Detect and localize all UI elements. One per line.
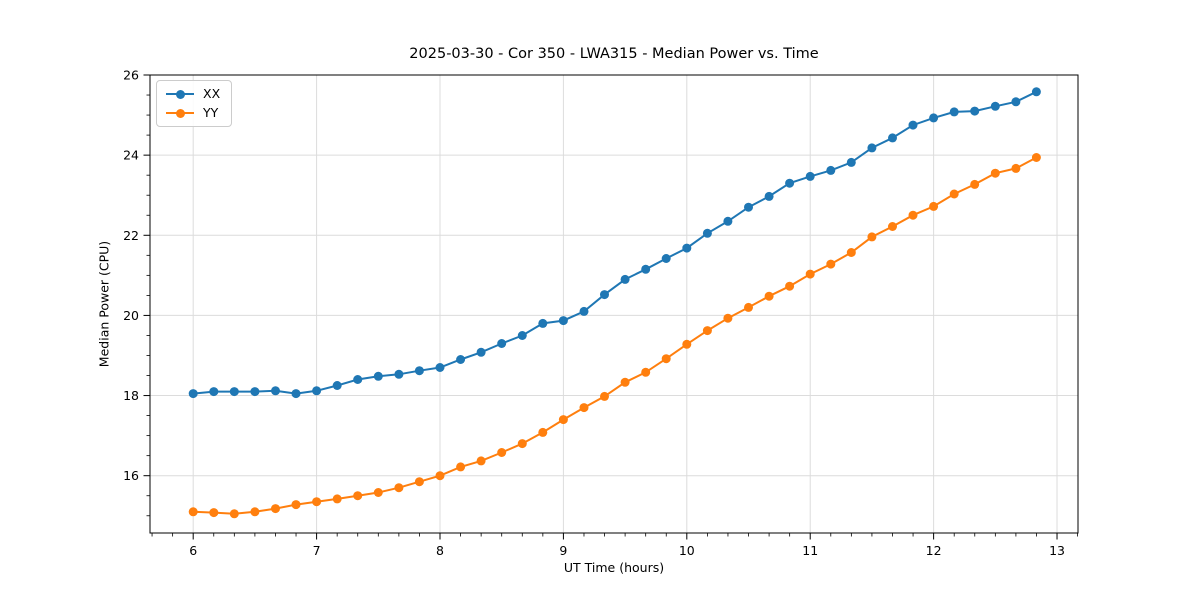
legend-label-yy: YY [203,105,219,120]
legend-swatch-yy [166,108,194,119]
series-yy [193,156,1037,515]
series-line-xx [193,90,1037,395]
svg-text:8: 8 [436,543,444,558]
legend-label-xx: XX [203,86,221,101]
y-tick-labels: 16 18 20 22 24 26 [123,68,139,484]
svg-text:20: 20 [123,308,139,323]
legend: XX YY [156,80,233,127]
svg-text:10: 10 [679,543,695,558]
x-axis-label: UT Time (hours) [563,560,665,575]
y-axis-label: Median Power (CPU) [96,240,112,368]
marker-dot-icon [175,89,185,99]
svg-text:6: 6 [189,543,197,558]
svg-text:22: 22 [123,228,139,243]
svg-text:24: 24 [123,148,139,163]
legend-item-xx: XX [166,87,220,101]
svg-text:12: 12 [926,543,942,558]
series-markers-xx [188,87,1041,399]
svg-text:13: 13 [1049,543,1065,558]
x-tick-labels: 6 7 8 9 10 11 12 13 [189,543,1065,558]
svg-text:16: 16 [123,468,139,483]
series-line-yy [193,156,1037,515]
axes-spines [149,74,1079,534]
svg-text:9: 9 [559,543,567,558]
svg-text:7: 7 [313,543,321,558]
legend-item-yy: YY [166,106,220,120]
series-markers-yy [188,153,1041,519]
svg-text:18: 18 [123,388,139,403]
legend-swatch-xx [166,89,194,100]
axis-ticks [143,74,1079,540]
svg-text:26: 26 [123,68,139,83]
marker-dot-icon [175,108,185,118]
chart-title: 2025-03-30 - Cor 350 - LWA315 - Median P… [409,46,819,62]
series-xx [193,90,1037,395]
gridlines [150,74,1078,533]
svg-text:11: 11 [802,543,818,558]
